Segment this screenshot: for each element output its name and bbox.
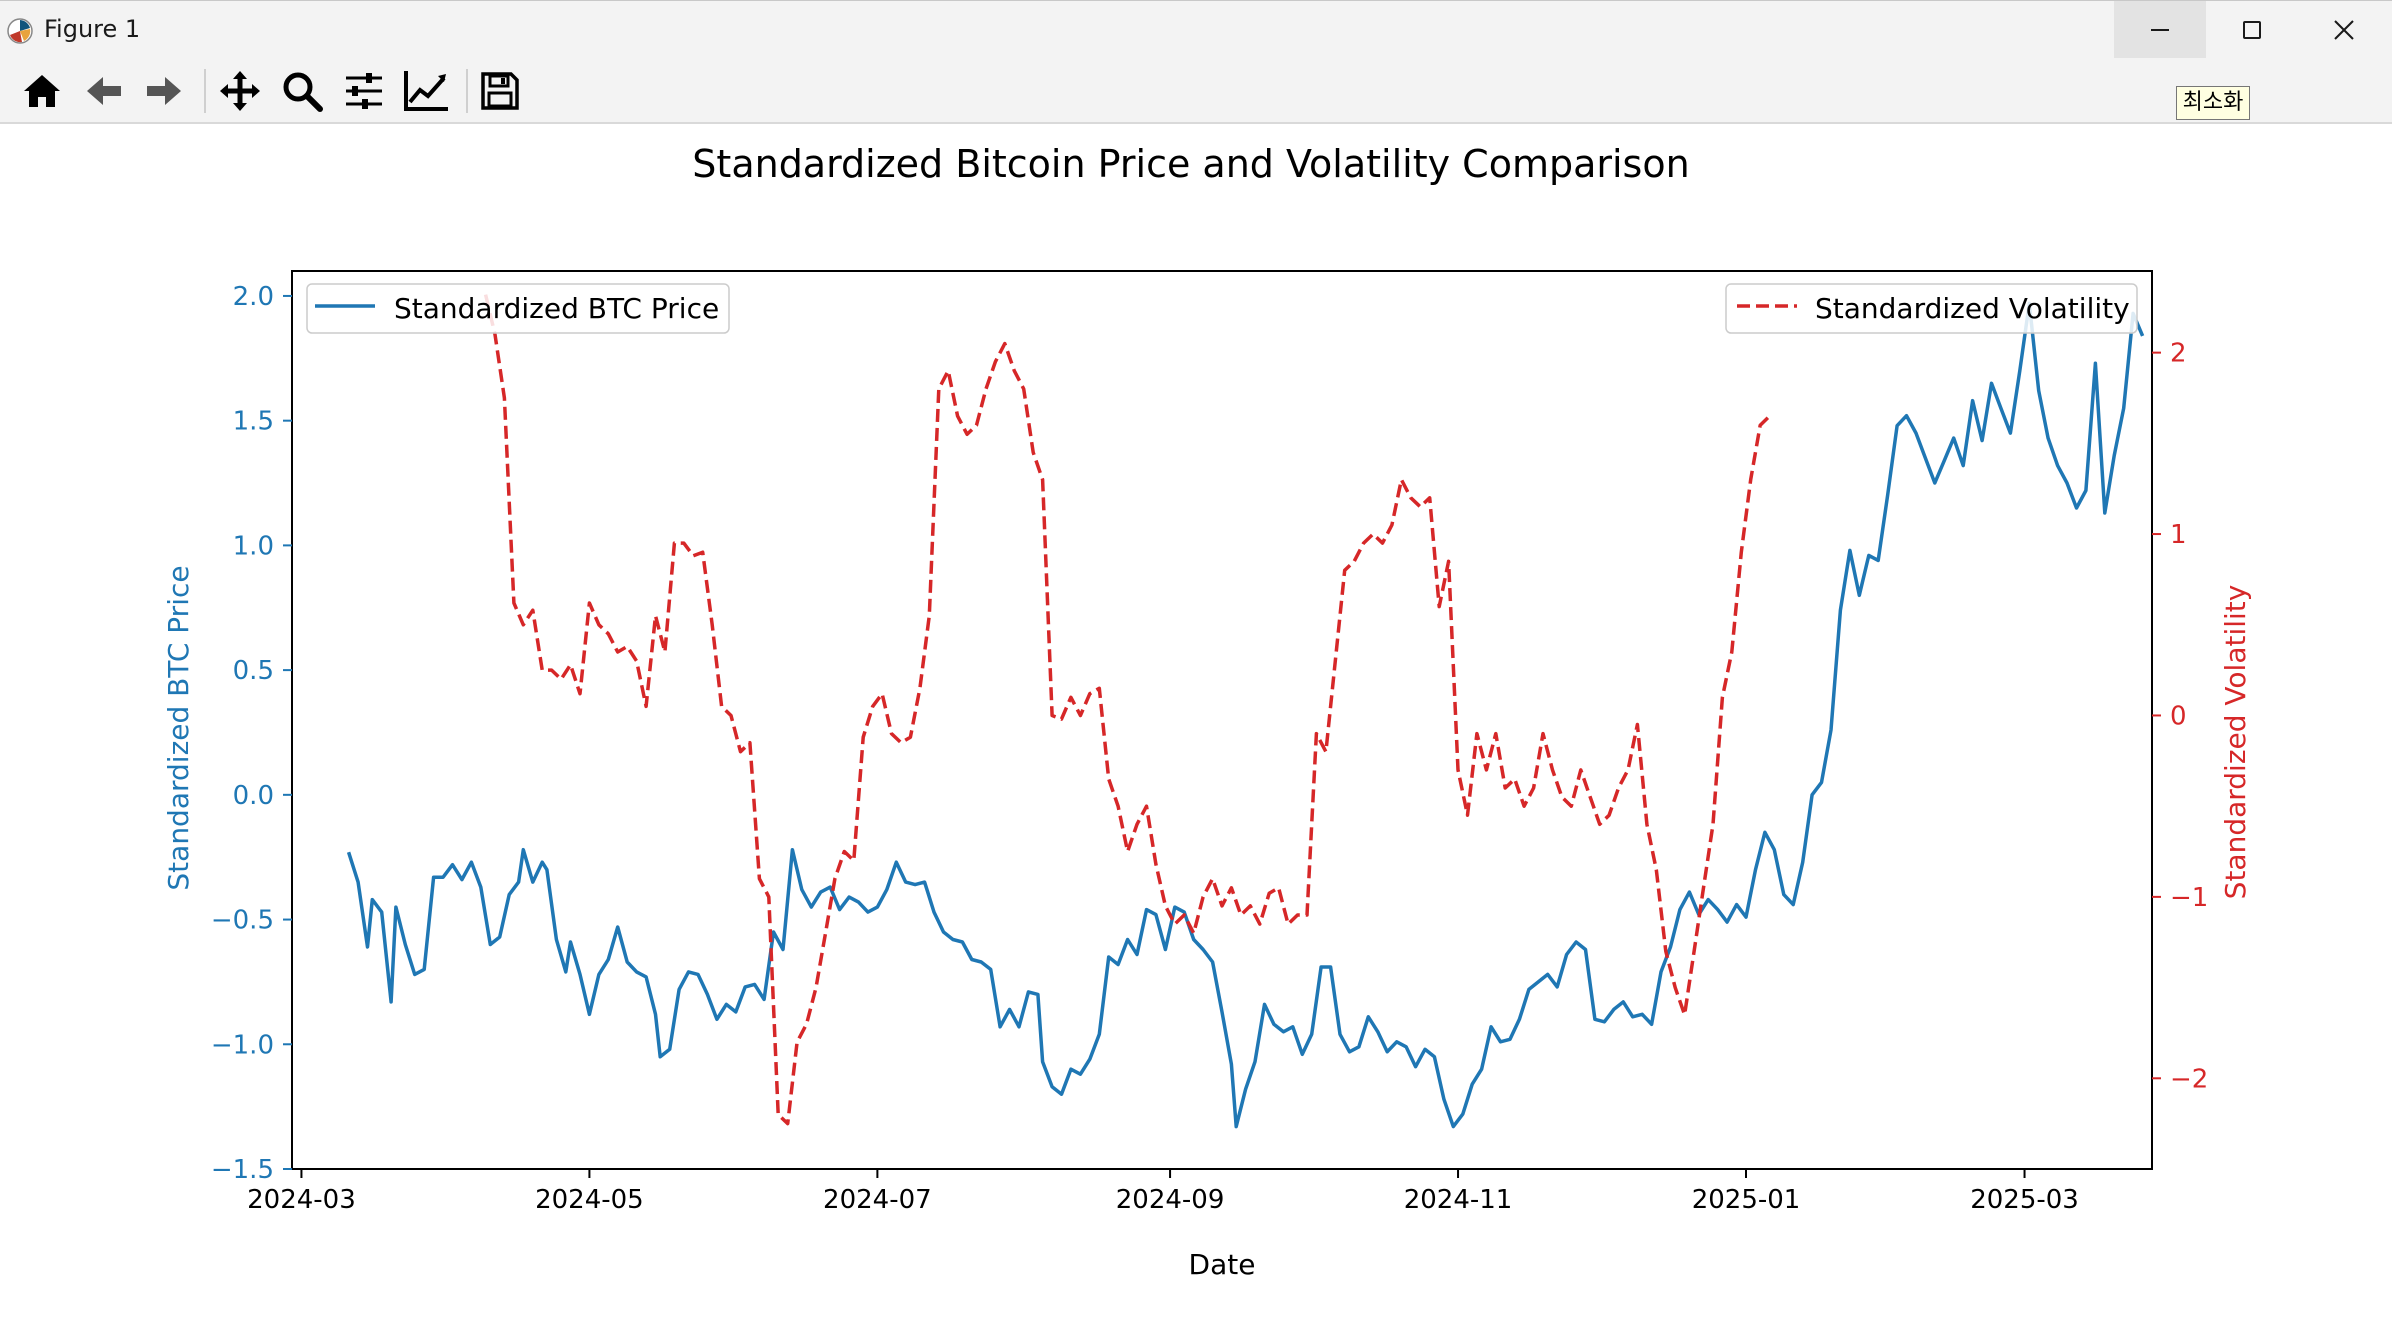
app-icon xyxy=(7,18,33,44)
x-tick-label: 2024-05 xyxy=(535,1185,644,1215)
y-tick-label: −0.5 xyxy=(211,906,274,936)
edit-axis-button[interactable] xyxy=(402,67,450,115)
y-tick-label-right: 0 xyxy=(2170,701,2187,731)
y-tick-label-right: −2 xyxy=(2170,1064,2208,1094)
x-tick-label: 2024-07 xyxy=(823,1185,932,1215)
y-tick-label: 1.5 xyxy=(233,407,274,437)
chart-svg: Standardized Bitcoin Price and Volatilit… xyxy=(162,142,2252,1281)
back-button[interactable] xyxy=(80,67,128,115)
home-icon xyxy=(24,75,60,107)
volatility-series-line xyxy=(483,294,1771,1126)
zoom-button[interactable] xyxy=(278,67,326,115)
legend-volatility-label: Standardized Volatility xyxy=(1815,292,2130,325)
maximize-button[interactable] xyxy=(2206,1,2298,58)
chart-title: Standardized Bitcoin Price and Volatilit… xyxy=(692,142,1689,186)
x-tick-label: 2024-11 xyxy=(1404,1185,1513,1215)
y-tick-label: 0.5 xyxy=(233,656,274,686)
legend-volatility[interactable]: Standardized Volatility xyxy=(1725,283,2138,334)
minimize-button[interactable] xyxy=(2114,1,2206,58)
save-icon xyxy=(481,72,519,110)
legend-price[interactable]: Standardized BTC Price xyxy=(306,283,730,334)
save-button[interactable] xyxy=(476,67,524,115)
subplots-button[interactable] xyxy=(340,67,388,115)
y-axis-label-right: Standardized Volatility xyxy=(2219,585,2252,900)
window-titlebar: Figure 1 xyxy=(0,0,2392,59)
toolbar-separator xyxy=(204,69,206,113)
minimize-tooltip: 최소화 xyxy=(2176,86,2250,120)
x-tick-label: 2024-09 xyxy=(1116,1185,1225,1215)
figure-canvas[interactable]: Standardized Bitcoin Price and Volatilit… xyxy=(0,124,2392,1318)
x-tick-label: 2025-03 xyxy=(1970,1185,2079,1215)
x-tick-label: 2024-03 xyxy=(247,1185,356,1215)
y-tick-label: 0.0 xyxy=(233,781,274,811)
volatility-series xyxy=(483,294,1771,1126)
pan-button[interactable] xyxy=(216,67,264,115)
minimize-icon xyxy=(2151,28,2169,31)
x-tick-label: 2025-01 xyxy=(1692,1185,1801,1215)
pan-icon xyxy=(220,71,260,111)
y-tick-label-right: 2 xyxy=(2170,339,2187,369)
zoom-icon xyxy=(283,72,323,112)
maximize-icon xyxy=(2243,20,2261,39)
close-button[interactable] xyxy=(2298,1,2390,58)
x-axis: 2024-03 2024-05 2024-07 2024-09 2024-11 2025-… xyxy=(247,1169,2079,1215)
price-series xyxy=(346,301,2145,1129)
y-tick-label-right: −1 xyxy=(2170,883,2208,913)
edit-axis-icon xyxy=(404,71,448,111)
y-tick-label: −1.5 xyxy=(211,1155,274,1185)
subplots-icon xyxy=(346,73,382,109)
legend-price-label: Standardized BTC Price xyxy=(394,292,719,325)
close-icon xyxy=(2334,19,2354,40)
forward-icon xyxy=(147,77,181,105)
navigation-toolbar xyxy=(0,59,2392,124)
y-axis-left: 2.0 1.5 1.0 0.5 0.0 −0.5 −1.0 −1.5 xyxy=(211,282,292,1185)
y-tick-label: 2.0 xyxy=(233,282,274,312)
x-axis-label: Date xyxy=(1189,1248,1256,1281)
y-axis-right: 2 1 0 −1 −2 xyxy=(2152,339,2208,1094)
back-icon xyxy=(87,77,121,105)
toolbar-separator xyxy=(466,69,468,113)
window-title: Figure 1 xyxy=(44,15,141,43)
forward-button[interactable] xyxy=(140,67,188,115)
home-button[interactable] xyxy=(18,67,66,115)
y-tick-label-right: 1 xyxy=(2170,520,2187,550)
y-tick-label: 1.0 xyxy=(233,531,274,561)
y-tick-label: −1.0 xyxy=(211,1030,274,1060)
price-series-line xyxy=(346,301,2145,1129)
plot-frame xyxy=(291,270,2153,1170)
y-axis-label-left: Standardized BTC Price xyxy=(162,565,195,890)
